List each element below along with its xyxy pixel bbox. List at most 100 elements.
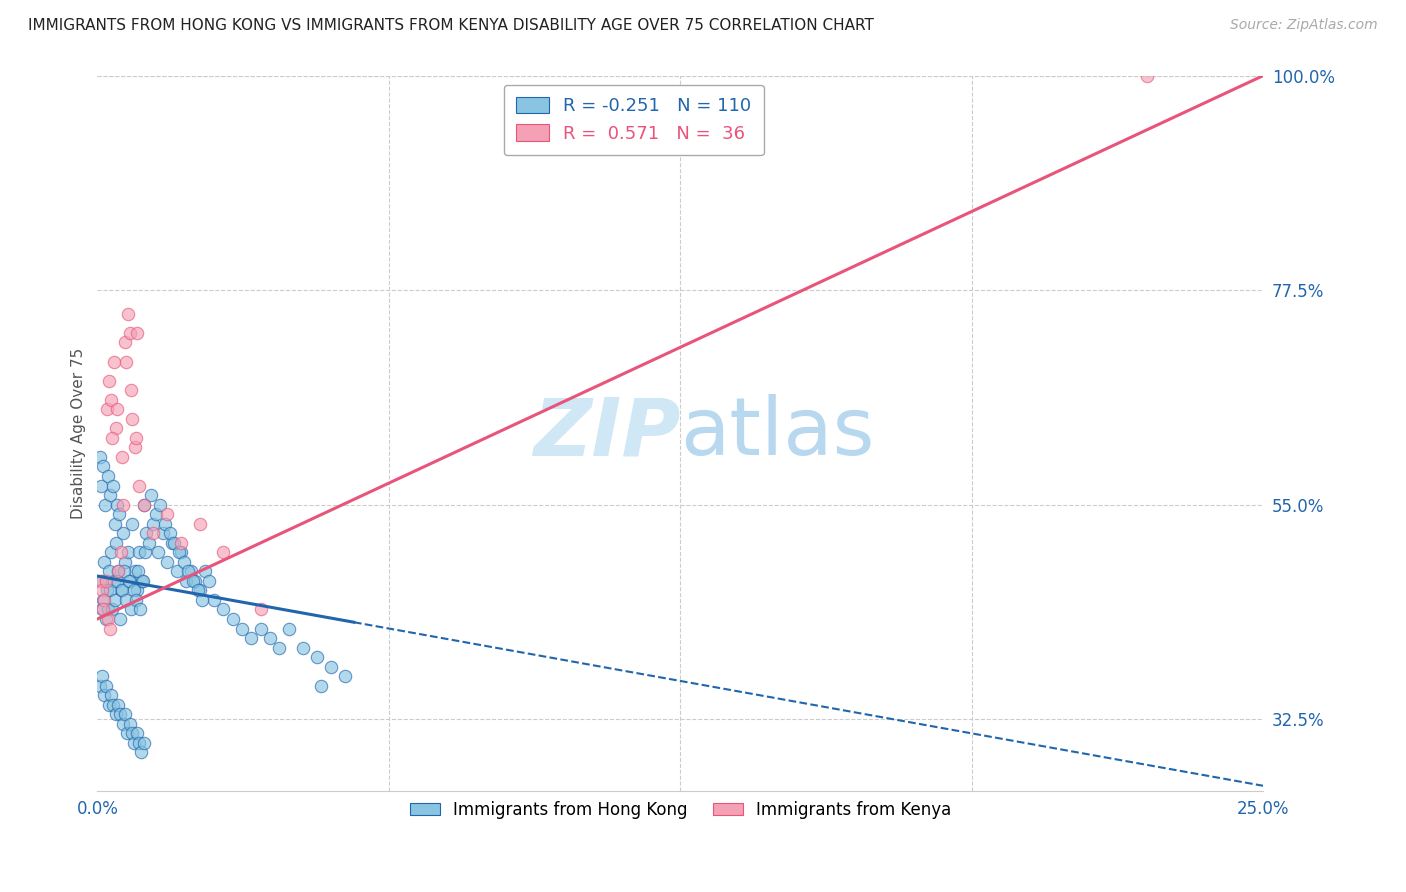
Point [139,488,162,502]
Point [129,602,152,616]
Point [91,593,114,607]
Point [124,593,146,607]
Point [249,602,271,616]
Point [98,564,121,578]
Point [104,593,127,607]
Point [120,383,142,397]
Point [163,535,186,549]
Point [221,612,243,626]
Point [135,526,157,541]
Point [93,459,115,474]
Point [97,698,120,712]
Point [124,441,146,455]
Point [152,526,174,541]
Point [212,545,235,559]
Point [89,450,111,464]
Point [305,650,328,665]
Point [170,545,193,559]
Point [118,574,141,588]
Point [101,478,124,492]
Point [105,421,128,435]
Point [129,746,152,760]
Point [231,622,253,636]
Point [333,669,356,683]
Point [138,535,160,549]
Point [177,564,200,578]
Point [117,307,139,321]
Point [125,726,148,740]
Point [118,717,141,731]
Point [121,726,143,740]
Point [94,498,117,512]
Point [291,640,314,655]
Point [194,564,217,578]
Point [249,622,271,636]
Point [124,431,146,445]
Point [91,574,114,588]
Point [107,498,129,512]
Point [145,507,167,521]
Point [98,374,121,388]
Point [131,574,153,588]
Point [107,698,129,712]
Point [91,602,114,616]
Point [122,736,145,750]
Point [107,564,129,578]
Point [188,583,211,598]
Point [115,354,138,368]
Point [100,622,122,636]
Point [97,602,120,616]
Point [202,593,225,607]
Point [198,574,221,588]
Point [128,545,150,559]
Point [103,698,125,712]
Point [142,526,165,541]
Point [111,526,134,541]
Point [108,612,131,626]
Text: Source: ZipAtlas.com: Source: ZipAtlas.com [1230,18,1378,32]
Point [90,669,112,683]
Point [117,545,139,559]
Point [114,555,136,569]
Point [167,545,190,559]
Text: atlas: atlas [681,394,875,472]
Point [120,602,142,616]
Point [191,593,214,607]
Point [166,564,188,578]
Point [118,574,141,588]
Point [101,602,124,616]
Point [132,574,155,588]
Point [121,411,143,425]
Point [110,583,132,598]
Point [91,583,114,598]
Point [114,335,136,350]
Point [309,679,332,693]
Point [180,564,202,578]
Point [97,612,120,626]
Point [100,688,122,702]
Point [101,431,124,445]
Point [240,631,263,645]
Point [108,507,131,521]
Point [132,498,155,512]
Point [187,583,209,598]
Point [142,516,165,531]
Point [156,555,179,569]
Point [1136,69,1159,83]
Point [93,688,115,702]
Point [115,593,138,607]
Point [112,564,135,578]
Legend: Immigrants from Hong Kong, Immigrants from Kenya: Immigrants from Hong Kong, Immigrants fr… [404,794,957,825]
Point [96,679,118,693]
Point [93,593,115,607]
Point [146,545,169,559]
Point [118,326,141,340]
Point [128,478,150,492]
Point [184,574,207,588]
Point [103,574,125,588]
Point [127,564,149,578]
Text: ZIP: ZIP [533,394,681,472]
Point [159,526,181,541]
Point [174,574,197,588]
Point [111,717,134,731]
